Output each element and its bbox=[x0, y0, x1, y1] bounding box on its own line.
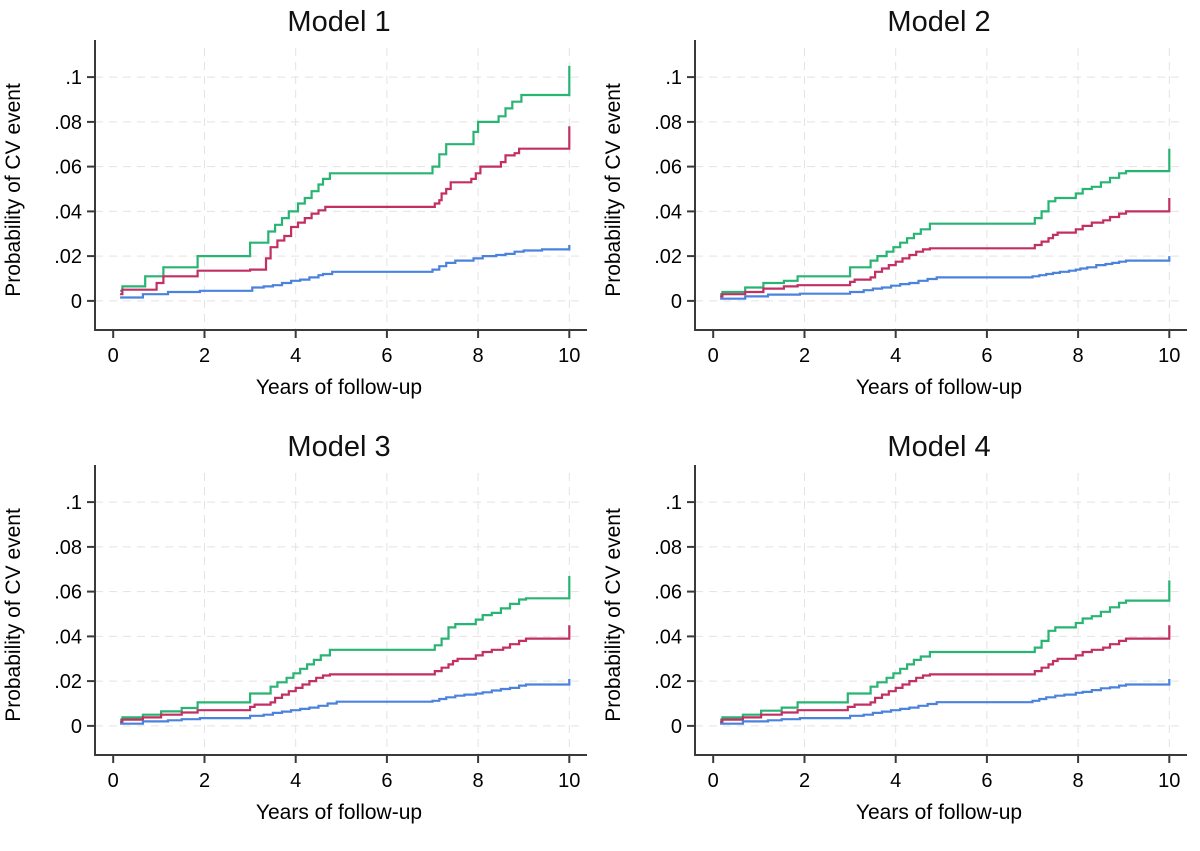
chart-model-1: Model 1 Years of follow-up Probability o… bbox=[2, 6, 587, 399]
x-tick-label: 6 bbox=[981, 770, 992, 792]
x-tick-label: 2 bbox=[199, 770, 210, 792]
y-tick-label: 0 bbox=[671, 291, 682, 313]
chart-title: Model 3 bbox=[287, 431, 390, 463]
series-red-line bbox=[120, 625, 571, 723]
x-tick-label: 0 bbox=[108, 345, 119, 367]
x-tick-label: 0 bbox=[108, 770, 119, 792]
series-blue-line bbox=[120, 678, 571, 725]
y-tick-label: .02 bbox=[654, 671, 682, 693]
y-tick-label: .06 bbox=[54, 582, 82, 604]
x-tick-label: 4 bbox=[290, 770, 301, 792]
y-tick-label: .1 bbox=[65, 67, 82, 89]
series-blue-line bbox=[720, 678, 1171, 725]
series-blue-line bbox=[720, 256, 1171, 300]
x-tick-label: 8 bbox=[473, 770, 484, 792]
x-tick-label: 8 bbox=[1073, 345, 1084, 367]
y-tick-label: .04 bbox=[654, 626, 682, 648]
x-axis-label: Years of follow-up bbox=[856, 376, 1022, 399]
x-tick-label: 4 bbox=[890, 345, 901, 367]
y-tick-label: .04 bbox=[54, 626, 82, 648]
y-axis-label: Probability of CV event bbox=[2, 83, 25, 297]
panel-model-1: Model 1 Years of follow-up Probability o… bbox=[0, 0, 600, 425]
y-tick-label: 0 bbox=[71, 716, 82, 738]
y-tick-label: .02 bbox=[54, 246, 82, 268]
y-tick-label: 0 bbox=[671, 716, 682, 738]
series-red-line bbox=[720, 198, 1171, 298]
y-tick-label: .08 bbox=[654, 537, 682, 559]
x-tick-label: 4 bbox=[290, 345, 301, 367]
x-tick-label: 0 bbox=[708, 345, 719, 367]
y-tick-label: .1 bbox=[665, 67, 682, 89]
series-red-line bbox=[120, 126, 571, 296]
y-tick-label: .08 bbox=[54, 537, 82, 559]
y-tick-label: 0 bbox=[71, 291, 82, 313]
y-tick-label: .06 bbox=[654, 582, 682, 604]
chart-model-3: Model 3 Years of follow-up Probability o… bbox=[2, 431, 587, 824]
x-tick-label: 8 bbox=[1073, 770, 1084, 792]
x-tick-label: 2 bbox=[799, 345, 810, 367]
series-green-line bbox=[720, 580, 1171, 721]
x-tick-label: 8 bbox=[473, 345, 484, 367]
series-green-line bbox=[120, 576, 571, 721]
y-tick-label: .08 bbox=[54, 112, 82, 134]
x-tick-label: 0 bbox=[708, 770, 719, 792]
chart-title: Model 4 bbox=[887, 431, 990, 463]
panel-model-2: Model 2 Years of follow-up Probability o… bbox=[600, 0, 1200, 425]
series-blue-line bbox=[120, 245, 571, 299]
y-tick-label: .1 bbox=[665, 492, 682, 514]
y-tick-label: .06 bbox=[54, 157, 82, 179]
y-axis-label: Probability of CV event bbox=[2, 508, 25, 722]
x-axis-label: Years of follow-up bbox=[256, 376, 422, 399]
x-axis-label: Years of follow-up bbox=[856, 801, 1022, 824]
y-axis-label: Probability of CV event bbox=[602, 83, 625, 297]
chart-model-2: Model 2 Years of follow-up Probability o… bbox=[602, 6, 1187, 399]
chart-model-4: Model 4 Years of follow-up Probability o… bbox=[602, 431, 1187, 824]
x-tick-label: 4 bbox=[890, 770, 901, 792]
x-tick-label: 10 bbox=[558, 345, 580, 367]
x-tick-label: 10 bbox=[558, 770, 580, 792]
series-green-line bbox=[120, 65, 571, 292]
series-green-line bbox=[720, 148, 1171, 296]
y-tick-label: .02 bbox=[54, 671, 82, 693]
y-tick-label: .1 bbox=[65, 492, 82, 514]
panel-model-4: Model 4 Years of follow-up Probability o… bbox=[600, 425, 1200, 850]
x-tick-label: 2 bbox=[199, 345, 210, 367]
y-axis-label: Probability of CV event bbox=[602, 508, 625, 722]
panel-model-3: Model 3 Years of follow-up Probability o… bbox=[0, 425, 600, 850]
x-tick-label: 6 bbox=[381, 770, 392, 792]
y-tick-label: .02 bbox=[654, 246, 682, 268]
y-tick-label: .04 bbox=[54, 201, 82, 223]
x-axis-label: Years of follow-up bbox=[256, 801, 422, 824]
chart-title: Model 2 bbox=[887, 6, 990, 38]
x-tick-label: 6 bbox=[981, 345, 992, 367]
x-tick-label: 10 bbox=[1158, 770, 1180, 792]
y-tick-label: .08 bbox=[654, 112, 682, 134]
x-tick-label: 10 bbox=[1158, 345, 1180, 367]
x-tick-label: 6 bbox=[381, 345, 392, 367]
y-tick-label: .04 bbox=[654, 201, 682, 223]
series-red-line bbox=[720, 625, 1171, 723]
y-tick-label: .06 bbox=[654, 157, 682, 179]
x-tick-label: 2 bbox=[799, 770, 810, 792]
chart-title: Model 1 bbox=[287, 6, 390, 38]
